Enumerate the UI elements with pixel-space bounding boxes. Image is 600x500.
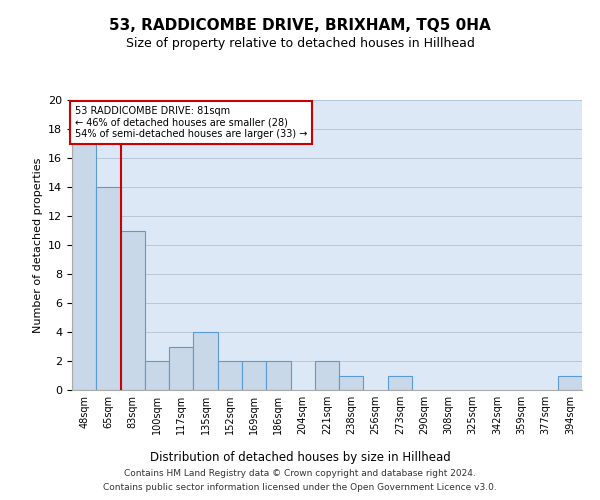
Bar (193, 332, 218, 390)
Text: Contains public sector information licensed under the Open Government Licence v3: Contains public sector information licen… (103, 484, 497, 492)
Bar (242, 361, 266, 390)
Bar (315, 361, 339, 390)
Bar (72, 144, 96, 390)
Bar (558, 376, 582, 390)
Text: Size of property relative to detached houses in Hillhead: Size of property relative to detached ho… (125, 38, 475, 51)
Bar (96, 187, 121, 390)
Text: 53 RADDICOMBE DRIVE: 81sqm
← 46% of detached houses are smaller (28)
54% of semi: 53 RADDICOMBE DRIVE: 81sqm ← 46% of deta… (74, 106, 307, 139)
Bar (145, 361, 169, 390)
Bar (339, 376, 364, 390)
Text: Distribution of detached houses by size in Hillhead: Distribution of detached houses by size … (149, 451, 451, 464)
Bar (121, 230, 145, 390)
Bar (388, 376, 412, 390)
Y-axis label: Number of detached properties: Number of detached properties (32, 158, 43, 332)
Text: Contains HM Land Registry data © Crown copyright and database right 2024.: Contains HM Land Registry data © Crown c… (124, 468, 476, 477)
Bar (169, 346, 193, 390)
Bar (266, 361, 290, 390)
Bar (218, 361, 242, 390)
Text: 53, RADDICOMBE DRIVE, BRIXHAM, TQ5 0HA: 53, RADDICOMBE DRIVE, BRIXHAM, TQ5 0HA (109, 18, 491, 32)
